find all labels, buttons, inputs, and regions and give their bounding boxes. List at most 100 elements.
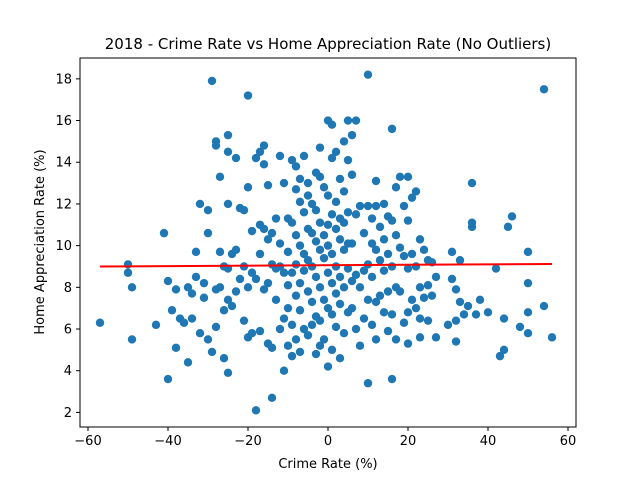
scatter-point-284 bbox=[499, 314, 509, 323]
scatter-point-234 bbox=[391, 335, 401, 344]
scatter-point-274 bbox=[463, 301, 473, 311]
scatter-point-217 bbox=[375, 291, 385, 300]
scatter-point-26 bbox=[203, 335, 213, 344]
scatter-point-36 bbox=[219, 354, 229, 363]
scatter-point-286 bbox=[507, 212, 517, 221]
scatter-point-200 bbox=[359, 314, 369, 323]
scatter-point-205 bbox=[363, 379, 373, 388]
scatter-point-230 bbox=[387, 374, 397, 384]
regression-line bbox=[99, 262, 553, 268]
scatter-point-277 bbox=[467, 218, 477, 227]
scatter-point-22 bbox=[199, 293, 209, 302]
scatter-point-273 bbox=[459, 310, 469, 319]
scatter-point-59 bbox=[247, 226, 257, 236]
y-tick-label: 18 bbox=[55, 72, 72, 87]
scatter-point-211 bbox=[371, 201, 381, 211]
y-tick-label: 16 bbox=[55, 114, 72, 129]
scatter-point-25 bbox=[203, 228, 213, 238]
scatter-point-48 bbox=[231, 245, 241, 254]
scatter-point-229 bbox=[387, 310, 397, 319]
scatter-point-247 bbox=[407, 249, 417, 259]
scatter-point-97 bbox=[287, 155, 297, 165]
scatter-point-87 bbox=[275, 324, 285, 334]
scatter-point-143 bbox=[319, 183, 329, 192]
scatter-point-39 bbox=[223, 130, 233, 140]
scatter-point-239 bbox=[399, 251, 409, 261]
scatter-point-129 bbox=[307, 320, 317, 330]
scatter-point-126 bbox=[307, 228, 317, 238]
scatter-point-266 bbox=[447, 247, 457, 257]
scatter-point-63 bbox=[251, 406, 261, 415]
scatter-point-104 bbox=[291, 231, 301, 240]
scatter-point-291 bbox=[523, 328, 533, 338]
scatter-point-259 bbox=[423, 281, 433, 290]
scatter-point-95 bbox=[283, 303, 293, 313]
scatter-point-270 bbox=[451, 337, 461, 346]
scatter-point-290 bbox=[523, 308, 533, 317]
scatter-point-138 bbox=[315, 218, 325, 227]
scatter-point-155 bbox=[327, 120, 337, 129]
scatter-point-179 bbox=[339, 328, 349, 338]
scatter-point-271 bbox=[455, 256, 465, 265]
scatter-point-119 bbox=[303, 178, 313, 188]
scatter-point-253 bbox=[415, 283, 425, 292]
scatter-point-75 bbox=[263, 278, 273, 288]
scatter-point-251 bbox=[411, 303, 421, 313]
scatter-point-18 bbox=[191, 247, 201, 257]
scatter-point-159 bbox=[327, 278, 337, 288]
scatter-point-60 bbox=[247, 268, 257, 277]
scatter-point-260 bbox=[423, 316, 433, 325]
scatter-point-279 bbox=[475, 295, 485, 305]
scatter-point-214 bbox=[371, 335, 381, 344]
scatter-point-264 bbox=[431, 333, 441, 342]
scatter-point-265 bbox=[443, 320, 453, 330]
scatter-point-196 bbox=[355, 283, 365, 292]
scatter-point-65 bbox=[255, 147, 265, 157]
scatter-point-254 bbox=[415, 314, 425, 323]
scatter-point-189 bbox=[347, 276, 357, 286]
scatter-point-212 bbox=[371, 245, 381, 254]
scatter-point-128 bbox=[307, 297, 317, 307]
scatter-point-202 bbox=[363, 201, 373, 211]
scatter-point-246 bbox=[407, 193, 417, 202]
scatter-point-288 bbox=[523, 247, 533, 257]
y-tick-label: 4 bbox=[64, 364, 72, 379]
scatter-point-257 bbox=[419, 293, 429, 302]
scatter-point-43 bbox=[223, 295, 233, 305]
scatter-point-228 bbox=[387, 262, 397, 271]
scatter-point-19 bbox=[191, 272, 201, 282]
scatter-point-272 bbox=[455, 297, 465, 307]
scatter-point-116 bbox=[299, 249, 309, 259]
scatter-point-62 bbox=[251, 153, 261, 163]
scatter-point-127 bbox=[307, 262, 317, 271]
scatter-point-21 bbox=[195, 328, 205, 338]
scatter-point-241 bbox=[403, 172, 413, 182]
scatter-point-61 bbox=[247, 328, 257, 338]
scatter-point-161 bbox=[327, 345, 337, 355]
scatter-point-158 bbox=[327, 249, 337, 259]
scatter-point-11 bbox=[171, 343, 181, 352]
scatter-point-15 bbox=[183, 283, 193, 292]
scatter-point-34 bbox=[215, 247, 225, 257]
scatter-point-108 bbox=[295, 174, 305, 184]
scatter-point-207 bbox=[367, 239, 377, 248]
scatter-point-218 bbox=[379, 199, 389, 209]
y-tick-label: 8 bbox=[64, 281, 72, 296]
scatter-point-141 bbox=[315, 316, 325, 325]
scatter-point-175 bbox=[339, 187, 349, 196]
scatter-point-67 bbox=[255, 249, 265, 259]
scatter-point-209 bbox=[367, 320, 377, 330]
scatter-point-70 bbox=[259, 160, 269, 169]
scatter-point-35 bbox=[215, 283, 225, 292]
scatter-point-80 bbox=[267, 393, 277, 403]
scatter-point-206 bbox=[367, 214, 377, 223]
scatter-point-73 bbox=[263, 180, 273, 190]
scatter-point-278 bbox=[471, 310, 481, 319]
scatter-point-120 bbox=[303, 191, 313, 200]
scatter-point-144 bbox=[319, 231, 329, 240]
scatter-point-20 bbox=[195, 199, 205, 209]
scatter-point-275 bbox=[467, 178, 477, 188]
scatter-point-293 bbox=[539, 301, 549, 311]
scatter-point-110 bbox=[295, 241, 305, 250]
